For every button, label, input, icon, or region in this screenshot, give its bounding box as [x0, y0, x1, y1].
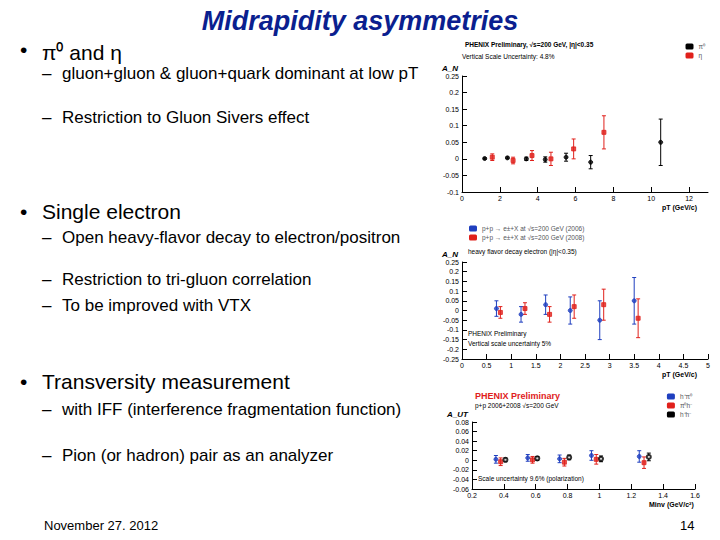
- svg-text:12: 12: [685, 195, 693, 202]
- svg-text:0.04: 0.04: [455, 438, 469, 445]
- svg-text:0.15: 0.15: [445, 106, 459, 113]
- svg-text:Vertical Scale Uncertainty: 4.: Vertical Scale Uncertainty: 4.8%: [462, 53, 555, 61]
- html-text:November 27. 2012: November 27. 2012: [44, 518, 159, 533]
- html-text:Single electron: Single electron: [42, 200, 181, 223]
- svg-text:2: 2: [498, 195, 502, 202]
- svg-text:Minv (GeV/c²): Minv (GeV/c²): [649, 501, 694, 509]
- svg-text:1.2: 1.2: [626, 492, 636, 499]
- html-text:gluon+gluon & gluon+quark domi: gluon+gluon & gluon+quark dominant at lo…: [62, 64, 419, 83]
- svg-text:π⁰: π⁰: [699, 43, 706, 50]
- svg-text:4: 4: [536, 195, 540, 202]
- svg-text:A_UT: A_UT: [446, 410, 469, 419]
- html-text:Transversity measurement: Transversity measurement: [42, 370, 290, 393]
- html-text:Open heavy-flavor decay to ele: Open heavy-flavor decay to electron/posi…: [62, 228, 401, 247]
- svg-text:-0.1: -0.1: [447, 326, 459, 333]
- svg-text:PHENIX Preliminary, √s=200 GeV: PHENIX Preliminary, √s=200 GeV, |η|<0.35: [465, 41, 594, 49]
- svg-text:0: 0: [465, 457, 469, 464]
- svg-text:π⁰h⁻: π⁰h⁻: [680, 402, 692, 409]
- html-text:with IFF (interference fragmen: with IFF (interference fragmentation fun…: [62, 400, 402, 419]
- svg-text:0: 0: [460, 195, 464, 202]
- svg-text:0.25: 0.25: [445, 259, 459, 266]
- svg-text:-0.05: -0.05: [443, 317, 459, 324]
- svg-text:0.2: 0.2: [449, 268, 459, 275]
- svg-text:2.5: 2.5: [580, 362, 590, 369]
- svg-text:h⁺h⁻: h⁺h⁻: [680, 411, 691, 418]
- html-text:Midrapidity asymmetries: Midrapidity asymmetries: [201, 6, 519, 36]
- svg-text:0.05: 0.05: [445, 139, 459, 146]
- svg-text:-0.04: -0.04: [453, 476, 469, 483]
- svg-text:heavy flavor decay electron (|: heavy flavor decay electron (|η|<0.35): [468, 248, 577, 256]
- svg-text:-0.15: -0.15: [443, 336, 459, 343]
- svg-text:0: 0: [455, 307, 459, 314]
- svg-text:0.08: 0.08: [455, 419, 469, 426]
- svg-text:p+p → e±+X at √s=200 GeV (2006: p+p → e±+X at √s=200 GeV (2006): [482, 225, 584, 233]
- svg-text:0.8: 0.8: [563, 492, 573, 499]
- html-text:Restriction to tri-gluon corre: Restriction to tri-gluon correlation: [62, 270, 312, 289]
- html-text:Pion (or hadron) pair as an an: Pion (or hadron) pair as an analyzer: [62, 446, 334, 465]
- svg-text:0.05: 0.05: [445, 297, 459, 304]
- svg-text:6: 6: [574, 195, 578, 202]
- svg-text:0.06: 0.06: [455, 428, 469, 435]
- svg-text:0.02: 0.02: [455, 447, 469, 454]
- html-text:14: 14: [680, 518, 695, 533]
- svg-text:1.4: 1.4: [658, 492, 668, 499]
- svg-text:0.25: 0.25: [445, 73, 459, 80]
- svg-text:-0.02: -0.02: [453, 466, 469, 473]
- svg-text:pT (GeV/c): pT (GeV/c): [662, 371, 697, 379]
- svg-text:0.1: 0.1: [449, 122, 459, 129]
- svg-text:0: 0: [460, 362, 464, 369]
- svg-text:1.6: 1.6: [690, 492, 700, 499]
- svg-text:1: 1: [597, 492, 601, 499]
- svg-text:10: 10: [647, 195, 655, 202]
- svg-text:A_N: A_N: [441, 250, 458, 259]
- html-text:To be improved with VTX: To be improved with VTX: [62, 296, 251, 315]
- svg-text:3.5: 3.5: [629, 362, 639, 369]
- svg-text:1: 1: [509, 362, 513, 369]
- svg-text:PHENIX Preliminary: PHENIX Preliminary: [468, 330, 527, 338]
- svg-text:5: 5: [706, 362, 710, 369]
- svg-text:η: η: [699, 52, 703, 60]
- svg-text:-0.05: -0.05: [443, 172, 459, 179]
- svg-text:-0.2: -0.2: [447, 346, 459, 353]
- svg-text:1.5: 1.5: [531, 362, 541, 369]
- svg-text:pT (GeV/c): pT (GeV/c): [662, 204, 697, 212]
- svg-text:0.6: 0.6: [531, 492, 541, 499]
- svg-text:0.1: 0.1: [449, 288, 459, 295]
- svg-text:0.4: 0.4: [499, 492, 509, 499]
- svg-text:A_N: A_N: [441, 64, 458, 73]
- svg-text:-0.1: -0.1: [447, 189, 459, 196]
- svg-text:0.2: 0.2: [467, 492, 477, 499]
- svg-text:4.5: 4.5: [679, 362, 689, 369]
- svg-text:8: 8: [611, 195, 615, 202]
- svg-text:0.15: 0.15: [445, 278, 459, 285]
- svg-text:p+p 2006+2008 √s=200 GeV: p+p 2006+2008 √s=200 GeV: [475, 402, 559, 410]
- svg-text:0.5: 0.5: [482, 362, 492, 369]
- svg-text:2: 2: [558, 362, 562, 369]
- svg-text:0.2: 0.2: [449, 89, 459, 96]
- svg-text:PHENIX Preliminary: PHENIX Preliminary: [475, 391, 560, 401]
- svg-text:0: 0: [455, 155, 459, 162]
- svg-text:-0.06: -0.06: [453, 485, 469, 493]
- svg-text:3: 3: [608, 362, 612, 369]
- html-text:π⁰ and η: π⁰ and η: [42, 41, 122, 64]
- svg-text:Scale uncertainty 9.6% (polari: Scale uncertainty 9.6% (polarization): [478, 475, 584, 483]
- svg-text:Vertical scale uncertainty 5%: Vertical scale uncertainty 5%: [468, 340, 551, 348]
- html-text:Restriction to Gluon Sivers ef: Restriction to Gluon Sivers effect: [62, 108, 310, 127]
- svg-text:-0.25: -0.25: [443, 356, 459, 363]
- svg-text:h⁺π⁰: h⁺π⁰: [680, 393, 693, 400]
- svg-text:4: 4: [657, 362, 661, 369]
- svg-text:p+p → e±+X at √s=200 GeV (2008: p+p → e±+X at √s=200 GeV (2008): [482, 234, 584, 242]
